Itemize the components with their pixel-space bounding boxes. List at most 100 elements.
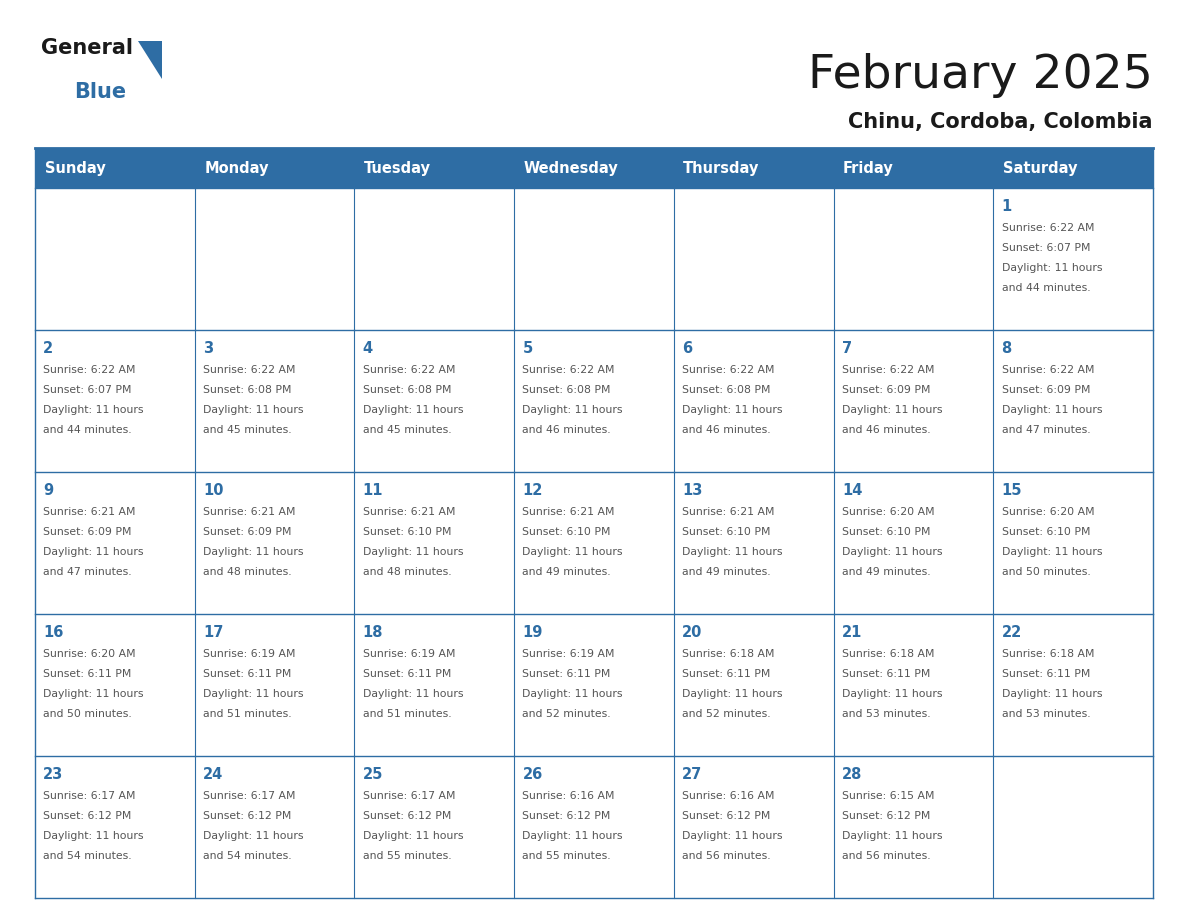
Text: Sunset: 6:11 PM: Sunset: 6:11 PM: [842, 669, 930, 679]
Text: Sunset: 6:11 PM: Sunset: 6:11 PM: [203, 669, 291, 679]
Bar: [34, 148, 1154, 188]
Bar: [674, 188, 834, 330]
Text: Sunset: 6:10 PM: Sunset: 6:10 PM: [1001, 527, 1091, 537]
Bar: [674, 330, 834, 472]
Text: Daylight: 11 hours: Daylight: 11 hours: [362, 405, 463, 415]
Bar: [834, 330, 993, 472]
Text: 26: 26: [523, 767, 543, 782]
Text: Sunset: 6:08 PM: Sunset: 6:08 PM: [523, 385, 611, 395]
Text: and 48 minutes.: and 48 minutes.: [203, 567, 292, 577]
Bar: [993, 756, 1154, 898]
Text: Daylight: 11 hours: Daylight: 11 hours: [362, 547, 463, 557]
Text: and 56 minutes.: and 56 minutes.: [842, 852, 930, 861]
Text: 22: 22: [1001, 625, 1022, 640]
Text: Tuesday: Tuesday: [364, 161, 431, 175]
Text: Sunset: 6:11 PM: Sunset: 6:11 PM: [1001, 669, 1089, 679]
Text: Daylight: 11 hours: Daylight: 11 hours: [43, 547, 144, 557]
Bar: [834, 188, 993, 330]
Text: Sunrise: 6:22 AM: Sunrise: 6:22 AM: [203, 364, 296, 375]
Text: Sunrise: 6:22 AM: Sunrise: 6:22 AM: [1001, 223, 1094, 233]
Text: Daylight: 11 hours: Daylight: 11 hours: [203, 547, 303, 557]
Text: Sunset: 6:11 PM: Sunset: 6:11 PM: [682, 669, 771, 679]
Text: Daylight: 11 hours: Daylight: 11 hours: [203, 832, 303, 841]
Text: 19: 19: [523, 625, 543, 640]
Text: Sunset: 6:08 PM: Sunset: 6:08 PM: [362, 385, 451, 395]
Text: Wednesday: Wednesday: [524, 161, 619, 175]
Text: Sunrise: 6:22 AM: Sunrise: 6:22 AM: [523, 364, 615, 375]
Text: 2: 2: [43, 341, 53, 356]
Text: 17: 17: [203, 625, 223, 640]
Text: and 44 minutes.: and 44 minutes.: [43, 425, 132, 435]
Bar: [34, 330, 195, 472]
Bar: [34, 472, 195, 614]
Bar: [354, 188, 514, 330]
Text: and 46 minutes.: and 46 minutes.: [842, 425, 930, 435]
Text: and 51 minutes.: and 51 minutes.: [362, 710, 451, 720]
Text: Sunset: 6:07 PM: Sunset: 6:07 PM: [43, 385, 132, 395]
Text: and 44 minutes.: and 44 minutes.: [1001, 284, 1091, 294]
Text: Daylight: 11 hours: Daylight: 11 hours: [43, 832, 144, 841]
Text: Sunset: 6:12 PM: Sunset: 6:12 PM: [523, 812, 611, 821]
Text: Sunrise: 6:21 AM: Sunrise: 6:21 AM: [43, 507, 135, 517]
Text: Sunrise: 6:18 AM: Sunrise: 6:18 AM: [682, 649, 775, 659]
Text: Sunrise: 6:19 AM: Sunrise: 6:19 AM: [523, 649, 615, 659]
Text: Daylight: 11 hours: Daylight: 11 hours: [523, 547, 623, 557]
Text: 6: 6: [682, 341, 693, 356]
Bar: [354, 472, 514, 614]
Text: Daylight: 11 hours: Daylight: 11 hours: [203, 405, 303, 415]
Text: Friday: Friday: [843, 161, 893, 175]
Text: Monday: Monday: [204, 161, 268, 175]
Text: 7: 7: [842, 341, 852, 356]
Text: Daylight: 11 hours: Daylight: 11 hours: [1001, 405, 1102, 415]
Bar: [514, 188, 674, 330]
Text: Sunset: 6:11 PM: Sunset: 6:11 PM: [523, 669, 611, 679]
Text: Sunset: 6:12 PM: Sunset: 6:12 PM: [842, 812, 930, 821]
Text: Sunrise: 6:22 AM: Sunrise: 6:22 AM: [842, 364, 935, 375]
Text: 4: 4: [362, 341, 373, 356]
Text: Sunrise: 6:19 AM: Sunrise: 6:19 AM: [362, 649, 455, 659]
Bar: [834, 472, 993, 614]
Text: Sunrise: 6:21 AM: Sunrise: 6:21 AM: [523, 507, 615, 517]
Text: Sunset: 6:10 PM: Sunset: 6:10 PM: [842, 527, 930, 537]
Text: Sunrise: 6:18 AM: Sunrise: 6:18 AM: [1001, 649, 1094, 659]
Text: 5: 5: [523, 341, 532, 356]
Bar: [34, 614, 195, 756]
Bar: [993, 614, 1154, 756]
Text: 9: 9: [43, 483, 53, 498]
Text: 8: 8: [1001, 341, 1012, 356]
Text: Sunrise: 6:22 AM: Sunrise: 6:22 AM: [43, 364, 135, 375]
Text: and 55 minutes.: and 55 minutes.: [362, 852, 451, 861]
Text: Sunrise: 6:17 AM: Sunrise: 6:17 AM: [43, 791, 135, 800]
Text: Sunset: 6:10 PM: Sunset: 6:10 PM: [523, 527, 611, 537]
Text: Sunset: 6:10 PM: Sunset: 6:10 PM: [682, 527, 771, 537]
Text: Sunrise: 6:15 AM: Sunrise: 6:15 AM: [842, 791, 935, 800]
Text: Sunday: Sunday: [44, 161, 106, 175]
Text: Saturday: Saturday: [1003, 161, 1078, 175]
Text: 20: 20: [682, 625, 702, 640]
Bar: [195, 472, 354, 614]
Bar: [354, 756, 514, 898]
Text: 3: 3: [203, 341, 213, 356]
Text: 1: 1: [1001, 199, 1012, 214]
Text: 18: 18: [362, 625, 384, 640]
Bar: [514, 330, 674, 472]
Text: Sunset: 6:12 PM: Sunset: 6:12 PM: [682, 812, 771, 821]
Bar: [674, 614, 834, 756]
Text: and 55 minutes.: and 55 minutes.: [523, 852, 611, 861]
Text: Daylight: 11 hours: Daylight: 11 hours: [362, 832, 463, 841]
Text: 15: 15: [1001, 483, 1022, 498]
Text: 13: 13: [682, 483, 702, 498]
Text: Sunrise: 6:22 AM: Sunrise: 6:22 AM: [362, 364, 455, 375]
Text: Sunset: 6:11 PM: Sunset: 6:11 PM: [362, 669, 451, 679]
Bar: [514, 472, 674, 614]
Bar: [993, 188, 1154, 330]
Text: Sunrise: 6:21 AM: Sunrise: 6:21 AM: [362, 507, 455, 517]
Text: Sunset: 6:09 PM: Sunset: 6:09 PM: [1001, 385, 1091, 395]
Text: 14: 14: [842, 483, 862, 498]
Bar: [354, 330, 514, 472]
Text: and 50 minutes.: and 50 minutes.: [43, 710, 132, 720]
Text: Sunset: 6:12 PM: Sunset: 6:12 PM: [362, 812, 451, 821]
Text: and 50 minutes.: and 50 minutes.: [1001, 567, 1091, 577]
Text: 12: 12: [523, 483, 543, 498]
Bar: [993, 330, 1154, 472]
